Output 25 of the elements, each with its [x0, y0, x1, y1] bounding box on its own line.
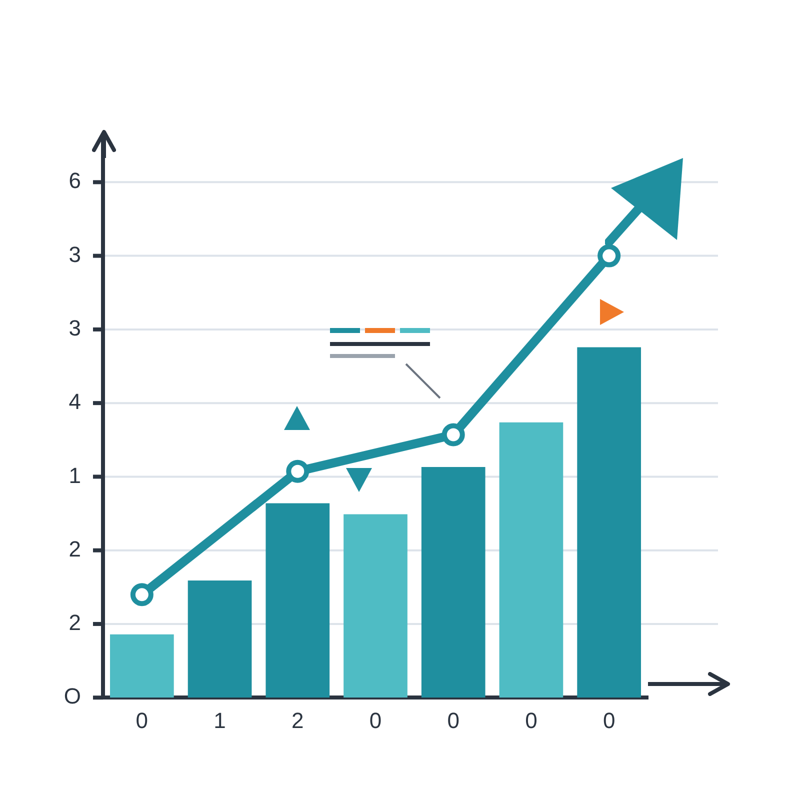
point	[598, 244, 621, 268]
bar	[577, 347, 641, 698]
bar	[421, 466, 486, 698]
text: 1	[68, 462, 81, 488]
x-tick-label: 0	[447, 708, 460, 733]
text: 3	[68, 316, 81, 341]
text: 4	[68, 389, 81, 414]
x-tick-label: 1	[214, 708, 226, 733]
text: 6	[68, 168, 81, 194]
text: O	[64, 684, 81, 709]
point	[286, 460, 310, 483]
x-tick-label: 0	[136, 708, 148, 733]
bar	[110, 634, 174, 698]
bar	[499, 422, 564, 698]
text: 2	[68, 536, 81, 562]
x-tick-label: 0	[602, 708, 616, 733]
bar	[344, 514, 408, 698]
text: 2	[68, 610, 81, 636]
point	[130, 583, 154, 606]
x-tick-label: 2	[292, 708, 304, 733]
text: 3	[68, 242, 81, 267]
x-tick-label: 0	[369, 708, 382, 733]
bar	[188, 580, 252, 698]
x-tick-label: 0	[525, 708, 538, 733]
point	[442, 423, 465, 446]
